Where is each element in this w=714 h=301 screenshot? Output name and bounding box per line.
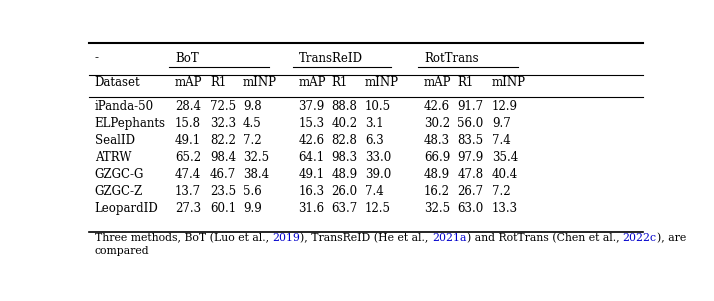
Text: GZGC-G: GZGC-G <box>95 168 144 181</box>
Text: 12.5: 12.5 <box>365 202 391 215</box>
Text: 5.6: 5.6 <box>243 185 262 198</box>
Text: BoT: BoT <box>175 51 198 65</box>
Text: mAP: mAP <box>298 76 326 89</box>
Text: 7.2: 7.2 <box>243 134 262 147</box>
Text: ), are: ), are <box>657 233 686 243</box>
Text: LeopardID: LeopardID <box>95 202 159 215</box>
Text: 7.4: 7.4 <box>365 185 383 198</box>
Text: 39.0: 39.0 <box>365 168 391 181</box>
Text: 26.0: 26.0 <box>331 185 358 198</box>
Text: 12.9: 12.9 <box>492 100 518 113</box>
Text: 28.4: 28.4 <box>175 100 201 113</box>
Text: 63.0: 63.0 <box>457 202 483 215</box>
Text: 37.9: 37.9 <box>298 100 325 113</box>
Text: 13.7: 13.7 <box>175 185 201 198</box>
Text: 40.2: 40.2 <box>331 117 358 130</box>
Text: 48.3: 48.3 <box>424 134 450 147</box>
Text: mINP: mINP <box>492 76 526 89</box>
Text: ATRW: ATRW <box>95 151 131 164</box>
Text: Three methods, BoT (Luo et al.,: Three methods, BoT (Luo et al., <box>95 233 273 243</box>
Text: 60.1: 60.1 <box>210 202 236 215</box>
Text: 9.9: 9.9 <box>243 202 262 215</box>
Text: 10.5: 10.5 <box>365 100 391 113</box>
Text: 48.9: 48.9 <box>331 168 358 181</box>
Text: 98.4: 98.4 <box>210 151 236 164</box>
Text: 47.8: 47.8 <box>457 168 483 181</box>
Text: mINP: mINP <box>243 76 277 89</box>
Text: 23.5: 23.5 <box>210 185 236 198</box>
Text: 7.4: 7.4 <box>492 134 511 147</box>
Text: 63.7: 63.7 <box>331 202 358 215</box>
Text: 66.9: 66.9 <box>424 151 451 164</box>
Text: 2022c: 2022c <box>623 233 657 243</box>
Text: 2021a: 2021a <box>432 233 466 243</box>
Text: 7.2: 7.2 <box>492 185 511 198</box>
Text: 16.3: 16.3 <box>298 185 325 198</box>
Text: R1: R1 <box>457 76 473 89</box>
Text: 83.5: 83.5 <box>457 134 483 147</box>
Text: mAP: mAP <box>175 76 203 89</box>
Text: 38.4: 38.4 <box>243 168 269 181</box>
Text: 6.3: 6.3 <box>365 134 383 147</box>
Text: GZGC-Z: GZGC-Z <box>95 185 143 198</box>
Text: compared: compared <box>95 246 149 256</box>
Text: ), TransReID (He et al.,: ), TransReID (He et al., <box>301 233 432 243</box>
Text: 40.4: 40.4 <box>492 168 518 181</box>
Text: 32.3: 32.3 <box>210 117 236 130</box>
Text: 32.5: 32.5 <box>243 151 269 164</box>
Text: 26.7: 26.7 <box>457 185 483 198</box>
Text: 13.3: 13.3 <box>492 202 518 215</box>
Text: 91.7: 91.7 <box>457 100 483 113</box>
Text: 4.5: 4.5 <box>243 117 262 130</box>
Text: RotTrans: RotTrans <box>424 51 478 65</box>
Text: 15.3: 15.3 <box>298 117 325 130</box>
Text: 97.9: 97.9 <box>457 151 483 164</box>
Text: ) and RotTrans (Chen et al.,: ) and RotTrans (Chen et al., <box>466 233 623 243</box>
Text: 3.1: 3.1 <box>365 117 383 130</box>
Text: 9.7: 9.7 <box>492 117 511 130</box>
Text: 56.0: 56.0 <box>457 117 483 130</box>
Text: 48.9: 48.9 <box>424 168 450 181</box>
Text: 49.1: 49.1 <box>175 134 201 147</box>
Text: 49.1: 49.1 <box>298 168 325 181</box>
Text: 31.6: 31.6 <box>298 202 325 215</box>
Text: Dataset: Dataset <box>95 76 141 89</box>
Text: mINP: mINP <box>365 76 399 89</box>
Text: -: - <box>95 51 99 65</box>
Text: 30.2: 30.2 <box>424 117 450 130</box>
Text: 46.7: 46.7 <box>210 168 236 181</box>
Text: 64.1: 64.1 <box>298 151 325 164</box>
Text: 88.8: 88.8 <box>331 100 358 113</box>
Text: 33.0: 33.0 <box>365 151 391 164</box>
Text: 32.5: 32.5 <box>424 202 450 215</box>
Text: 15.8: 15.8 <box>175 117 201 130</box>
Text: mAP: mAP <box>424 76 451 89</box>
Text: 27.3: 27.3 <box>175 202 201 215</box>
Text: 9.8: 9.8 <box>243 100 262 113</box>
Text: 2019: 2019 <box>273 233 301 243</box>
Text: R1: R1 <box>331 76 348 89</box>
Text: 98.3: 98.3 <box>331 151 358 164</box>
Text: 65.2: 65.2 <box>175 151 201 164</box>
Text: SealID: SealID <box>95 134 135 147</box>
Text: TransReID: TransReID <box>298 51 363 65</box>
Text: 82.2: 82.2 <box>210 134 236 147</box>
Text: iPanda-50: iPanda-50 <box>95 100 154 113</box>
Text: 42.6: 42.6 <box>424 100 450 113</box>
Text: 82.8: 82.8 <box>331 134 358 147</box>
Text: 72.5: 72.5 <box>210 100 236 113</box>
Text: R1: R1 <box>210 76 226 89</box>
Text: 47.4: 47.4 <box>175 168 201 181</box>
Text: 16.2: 16.2 <box>424 185 450 198</box>
Text: 35.4: 35.4 <box>492 151 518 164</box>
Text: 42.6: 42.6 <box>298 134 325 147</box>
Text: ELPephants: ELPephants <box>95 117 166 130</box>
